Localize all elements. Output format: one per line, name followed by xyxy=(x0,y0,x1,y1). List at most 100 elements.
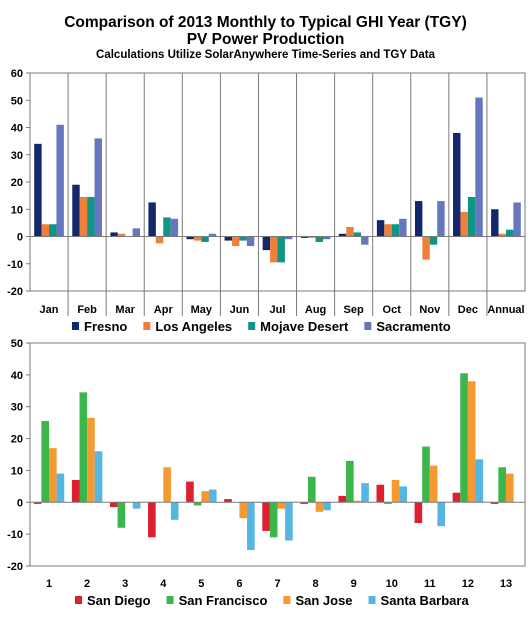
bar xyxy=(315,236,324,242)
y-tick-label: -10 xyxy=(7,259,23,271)
chart-title-block: Comparison of 2013 Monthly to Typical GH… xyxy=(0,14,531,63)
bar xyxy=(277,236,285,263)
x-category-label: May xyxy=(191,304,213,316)
y-tick-label: 20 xyxy=(11,177,23,189)
legend-label: San Jose xyxy=(295,593,352,608)
bar xyxy=(79,196,88,237)
bar xyxy=(361,236,369,245)
x-category-label: 3 xyxy=(122,578,128,590)
x-category-label: 13 xyxy=(500,578,512,590)
bar xyxy=(361,483,369,503)
bar xyxy=(323,236,331,240)
y-tick-label: 20 xyxy=(11,434,23,446)
bar xyxy=(422,446,430,503)
y-tick-label: 60 xyxy=(11,68,23,80)
bar xyxy=(247,502,255,551)
bar xyxy=(56,124,64,237)
bar xyxy=(307,476,316,503)
chart-title-line-2: PV Power Production xyxy=(186,31,345,48)
bar xyxy=(208,489,217,503)
bar xyxy=(155,236,164,244)
y-tick-label: 30 xyxy=(11,402,23,414)
bar xyxy=(224,499,232,503)
bar xyxy=(490,502,499,504)
bar xyxy=(117,502,126,528)
bar xyxy=(239,502,248,519)
x-category-label: 9 xyxy=(351,578,357,590)
bar xyxy=(399,486,407,503)
y-tick-label: 40 xyxy=(11,370,23,382)
bar xyxy=(33,502,42,504)
bar xyxy=(94,451,103,503)
bar xyxy=(170,502,179,520)
bar xyxy=(429,236,438,245)
plot-area-frame xyxy=(29,342,526,567)
bar xyxy=(505,229,514,237)
legend-swatch xyxy=(283,596,291,604)
x-category-label: 6 xyxy=(236,578,242,590)
bar xyxy=(201,236,209,242)
legend-swatch xyxy=(75,596,82,604)
bar xyxy=(246,236,255,247)
bar xyxy=(41,421,50,503)
bar xyxy=(132,228,141,237)
x-category-label: 4 xyxy=(160,578,167,590)
legend-swatch xyxy=(166,596,174,604)
y-tick-label: 10 xyxy=(11,204,23,216)
x-category-label: Aug xyxy=(305,304,326,316)
y-tick-label: 50 xyxy=(11,95,23,107)
bar xyxy=(49,448,57,503)
y-tick-label: 40 xyxy=(11,123,23,135)
bar xyxy=(262,236,271,251)
x-category-label: Jul xyxy=(270,304,286,316)
bar xyxy=(148,202,156,237)
bar xyxy=(460,211,468,237)
legend-label: San Francisco xyxy=(179,593,268,608)
y-tick-label: 0 xyxy=(17,232,23,244)
bar xyxy=(467,381,476,503)
bar xyxy=(498,233,506,237)
x-category-label: Oct xyxy=(383,304,402,316)
bar xyxy=(505,473,514,503)
x-category-label: 8 xyxy=(313,578,319,590)
bar xyxy=(94,138,102,237)
bar xyxy=(87,417,95,503)
bar xyxy=(323,502,331,511)
bar xyxy=(148,502,156,538)
bar xyxy=(460,373,468,503)
bar xyxy=(186,236,194,240)
bar xyxy=(422,236,430,260)
bar xyxy=(453,132,461,237)
y-tick-label: 0 xyxy=(17,497,23,509)
bar xyxy=(79,392,88,503)
bar xyxy=(391,479,400,503)
bar xyxy=(270,236,278,263)
bar xyxy=(163,217,171,237)
legend-swatch xyxy=(248,322,256,330)
x-category-label: Mar xyxy=(115,304,135,316)
bar xyxy=(300,236,309,238)
bar xyxy=(384,224,392,237)
bar xyxy=(285,502,293,541)
bar xyxy=(87,196,95,237)
bar xyxy=(132,502,141,509)
x-category-label: 12 xyxy=(462,578,474,590)
bar xyxy=(353,232,362,237)
bar xyxy=(338,233,347,237)
legend-swatch xyxy=(143,322,151,330)
legend-swatch xyxy=(364,322,372,330)
bar xyxy=(315,502,324,512)
bar xyxy=(498,467,506,503)
x-category-label: 2 xyxy=(84,578,90,590)
bar xyxy=(338,495,347,503)
x-category-label: Jan xyxy=(40,304,59,316)
bar xyxy=(269,502,278,538)
x-category-label: Dec xyxy=(458,304,478,316)
bar xyxy=(110,232,118,237)
y-tick-label: -20 xyxy=(7,286,23,298)
y-tick-label: 30 xyxy=(11,150,23,162)
bar xyxy=(513,202,521,237)
bar xyxy=(170,218,179,237)
bar xyxy=(308,236,316,238)
